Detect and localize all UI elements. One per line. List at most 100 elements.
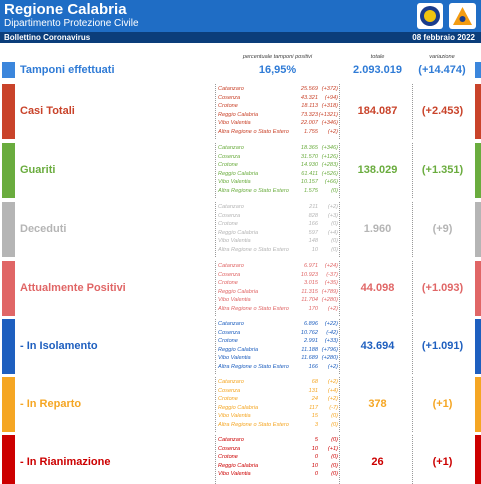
section-total: 26: [371, 456, 384, 468]
province-name: Vibo Valentia: [218, 238, 251, 245]
province-value: 597: [308, 229, 318, 236]
province-name: Crotone: [218, 280, 238, 287]
bulletin-bar: [0, 32, 481, 43]
province-value: 1.575: [304, 188, 318, 194]
section-total: 138.029: [357, 164, 398, 176]
province-value: 131: [308, 387, 318, 394]
province-value: 166: [308, 221, 318, 228]
province-value: 22.007: [300, 120, 318, 127]
province-name: Vibo Valentia: [218, 179, 251, 186]
province-name: Crotone: [218, 221, 238, 228]
province-value: 24: [311, 396, 318, 403]
province-value: 170: [308, 306, 318, 312]
province-name: Catanzaro: [218, 145, 244, 151]
province-change: (0): [331, 221, 338, 228]
province-change: (0): [331, 188, 338, 194]
section-marker: [2, 202, 15, 257]
province-name: Catanzaro: [218, 321, 244, 327]
province-value: 43.321: [300, 94, 318, 101]
province-change: (+283): [321, 162, 338, 169]
province-value: 10: [311, 462, 318, 469]
province-change: (0): [331, 422, 338, 428]
province-name: Altra Regione o Stato Estero: [218, 422, 289, 428]
province-change: (+126): [321, 153, 338, 160]
province-name: Vibo Valentia: [218, 120, 251, 127]
detail-box: [215, 261, 340, 316]
section-label: Attualmente Positivi: [20, 282, 126, 294]
province-name: Reggio Calabria: [218, 229, 259, 236]
province-name: Reggio Calabria: [218, 404, 259, 411]
section-edge: [475, 202, 481, 257]
province-value: 10.762: [300, 329, 318, 336]
province-change: (+280): [321, 355, 338, 362]
province-change: (+2): [327, 396, 338, 403]
province-change: (+4): [327, 387, 338, 394]
section-change: (+1.093): [412, 261, 472, 316]
province-change: (+789): [321, 288, 338, 295]
province-name: Reggio Calabria: [218, 288, 259, 295]
province-value: 3: [314, 422, 318, 428]
province-name: Cosenza: [218, 153, 241, 160]
section-label: Guariti: [20, 164, 56, 176]
province-name: Catanzaro: [218, 86, 244, 92]
tests-label: Tamponi effettuati: [20, 64, 115, 76]
province-value: 5: [314, 437, 318, 443]
province-change: (+4): [327, 229, 338, 236]
province-value: 6.896: [304, 321, 318, 327]
province-value: 1.755: [304, 129, 318, 135]
col-change: variazione: [429, 54, 455, 60]
province-change: (+2): [327, 129, 338, 135]
province-change: (+66): [324, 179, 338, 186]
province-value: 3.015: [304, 280, 318, 287]
province-value: 10: [311, 247, 318, 253]
province-name: Cosenza: [218, 271, 241, 278]
province-value: 211: [309, 204, 318, 210]
section-label: - In Rianimazione: [20, 456, 111, 468]
section-marker: [2, 261, 15, 316]
province-value: 11.315: [301, 288, 318, 295]
section-edge: [475, 319, 481, 374]
province-name: Altra Regione o Stato Estero: [218, 364, 289, 370]
province-value: 10.923: [300, 271, 318, 278]
province-value: 73.323: [300, 111, 318, 118]
province-change: (+2): [327, 306, 338, 312]
province-name: Cosenza: [218, 329, 241, 336]
province-name: Vibo Valentia: [218, 413, 251, 420]
section-change: (+9): [412, 202, 472, 257]
section-total: 43.694: [360, 340, 395, 352]
province-value: 68: [311, 379, 318, 385]
title: Regione Calabria: [4, 1, 127, 18]
section-change: (+1.091): [412, 319, 472, 374]
detail-box: [215, 435, 340, 484]
tests-change: (+14.474): [418, 64, 466, 76]
section-edge: [475, 143, 481, 198]
province-change: (+346): [321, 145, 338, 151]
detail-box: [215, 143, 340, 198]
section-label: - In Isolamento: [20, 340, 98, 352]
section-marker: [2, 84, 15, 139]
province-change: (0): [331, 471, 338, 478]
province-change: (+3): [327, 212, 338, 219]
province-name: Crotone: [218, 338, 238, 345]
section-marker: [2, 319, 15, 374]
province-value: 10.157: [300, 179, 318, 186]
province-name: Crotone: [218, 103, 238, 110]
province-value: 828: [308, 212, 318, 219]
tests-edge: [475, 62, 481, 78]
detail-box: [215, 377, 340, 432]
province-name: Reggio Calabria: [218, 111, 259, 118]
province-change: (+1): [327, 445, 338, 452]
detail-box: [215, 202, 340, 257]
province-name: Cosenza: [218, 94, 241, 101]
province-name: Altra Regione o Stato Estero: [218, 129, 289, 135]
section-edge: [475, 377, 481, 432]
province-change: (+35): [324, 280, 338, 287]
province-change: (-37): [326, 271, 338, 278]
province-change: (0): [331, 462, 338, 469]
province-name: Cosenza: [218, 212, 241, 219]
province-change: (-7): [329, 404, 338, 411]
province-value: 148: [308, 238, 318, 245]
section-change: (+1.351): [412, 143, 472, 198]
section-label: - In Reparto: [20, 398, 82, 410]
province-value: 0: [314, 454, 318, 461]
